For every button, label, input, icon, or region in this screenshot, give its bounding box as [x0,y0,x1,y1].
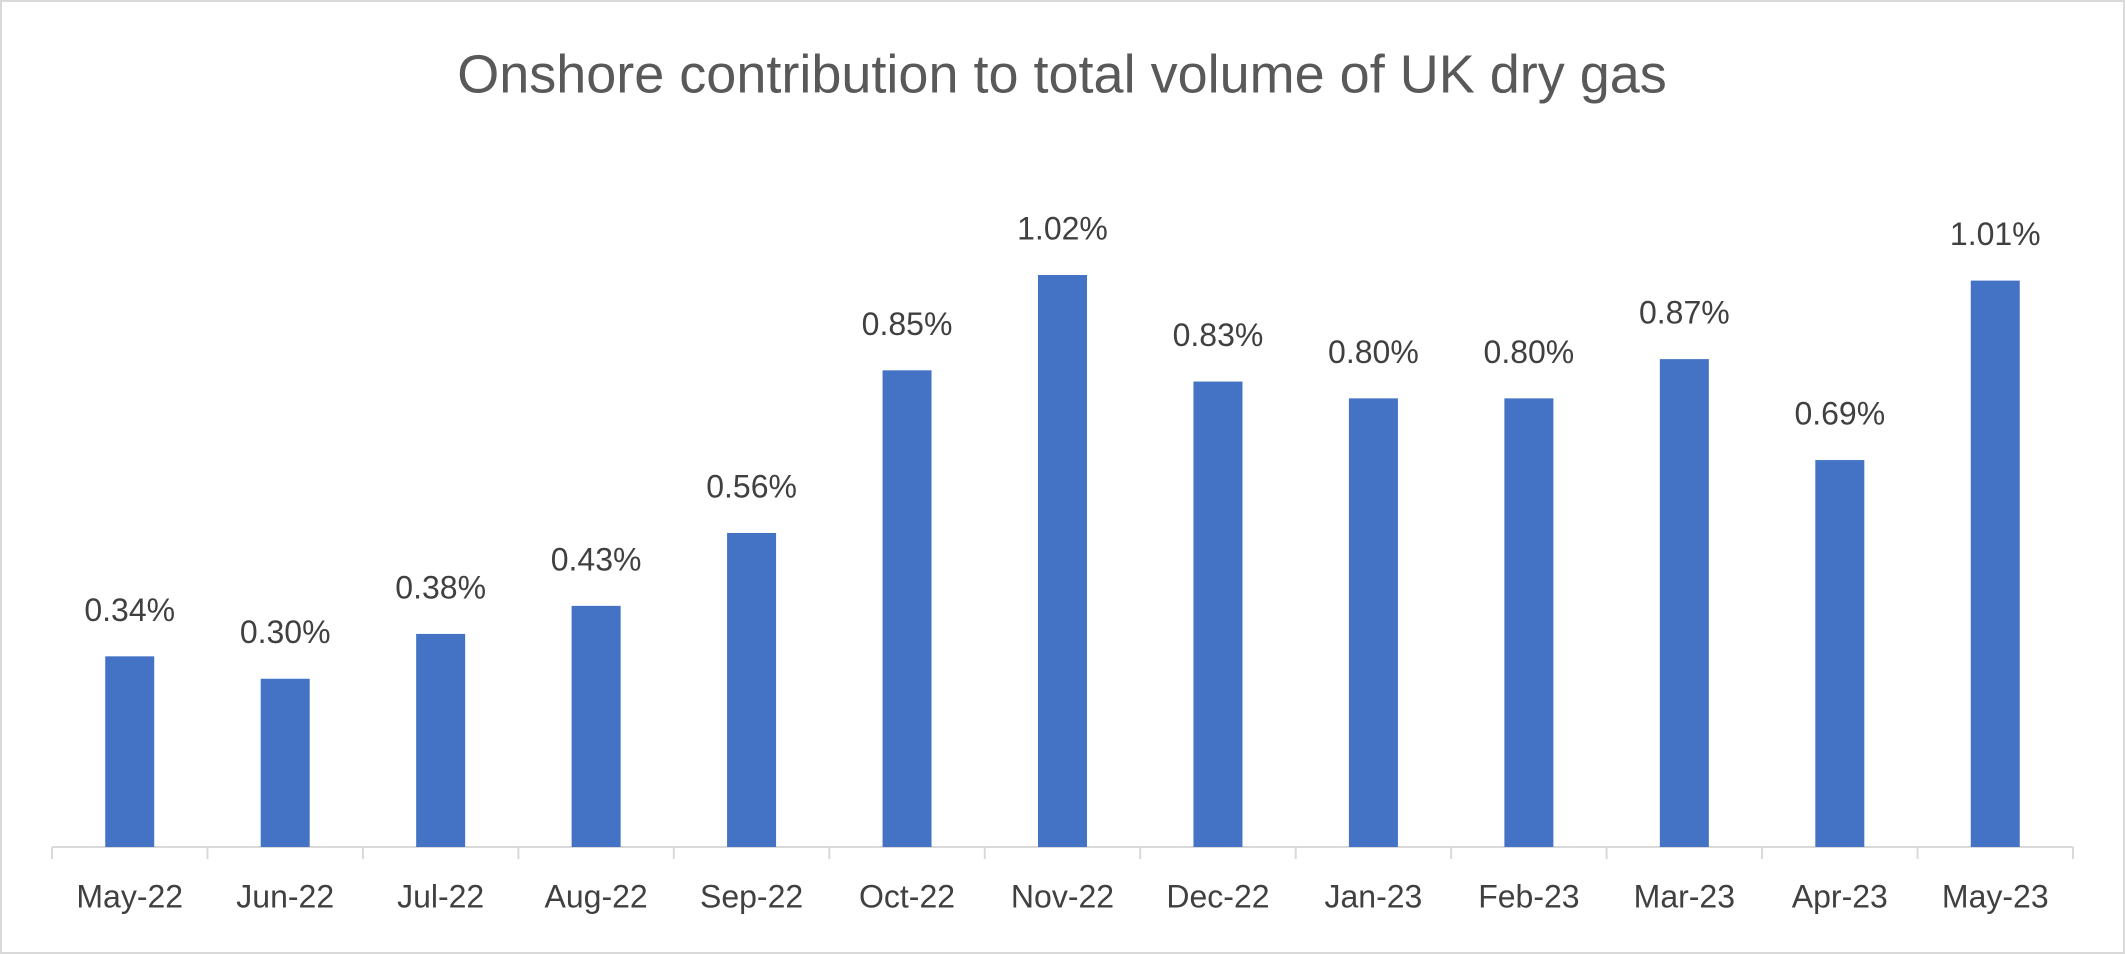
x-tick-label: May-22 [76,878,183,914]
x-tick-label: Mar-23 [1634,878,1735,914]
data-label: 0.69% [1794,396,1885,432]
data-label: 0.30% [240,614,331,650]
chart-title: Onshore contribution to total volume of … [457,44,1667,104]
data-label: 0.38% [395,569,486,605]
bar [571,605,621,847]
data-label: 0.80% [1484,334,1575,370]
bar [260,678,310,847]
data-label: 0.85% [862,306,953,342]
bar [416,633,466,847]
x-tick-label: Oct-22 [859,878,955,914]
bar [1815,460,1865,847]
data-label: 0.83% [1173,317,1264,353]
data-label: 0.34% [84,592,175,628]
data-label: 0.43% [551,541,642,577]
data-label: 0.56% [706,468,797,504]
bar [1193,381,1243,847]
x-tick-label: Jan-23 [1325,878,1423,914]
bar [1659,359,1709,847]
bar [882,370,932,847]
x-tick-label: May-23 [1942,878,2049,914]
bar [1348,398,1398,847]
x-tick-label: Apr-23 [1792,878,1888,914]
data-label: 1.01% [1950,216,2041,252]
bar [105,656,155,847]
x-tick-label: Feb-23 [1478,878,1579,914]
bar [1038,275,1087,847]
bar [1970,280,2020,847]
x-tick-label: Jun-22 [236,878,334,914]
bar [1504,398,1554,847]
x-tick-label: Dec-22 [1166,878,1269,914]
data-label: 1.02% [1017,210,1108,246]
x-tick-label: Sep-22 [700,878,803,914]
x-tick-label: Nov-22 [1011,878,1114,914]
data-label: 0.80% [1328,334,1419,370]
bar [727,532,777,847]
x-tick-label: Aug-22 [545,878,648,914]
data-label: 0.87% [1639,295,1730,331]
x-tick-label: Jul-22 [397,878,484,914]
